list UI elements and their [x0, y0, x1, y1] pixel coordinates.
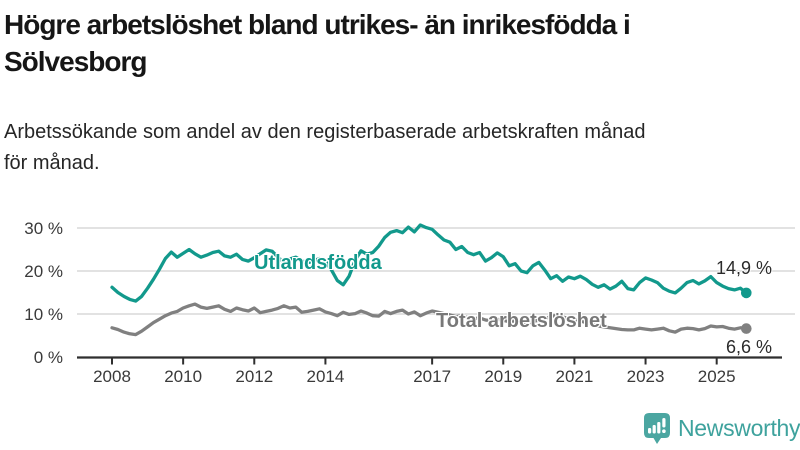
series-line-0: [110, 223, 748, 303]
logo-bar-tall: [657, 422, 661, 434]
newsworthy-logo: Newsworthy: [643, 412, 800, 445]
newsworthy-logo-text: Newsworthy: [678, 415, 800, 441]
logo-bar-small: [648, 428, 652, 434]
y-axis-tick-label: 20 %: [24, 262, 63, 281]
x-axis-tick-label: 2012: [235, 367, 273, 386]
page-title: Högre arbetslöshet bland utrikes- än inr…: [4, 6, 796, 80]
end-value-label-utlandsfodda: 14,9 %: [715, 258, 772, 278]
x-axis-tick-label: 2008: [93, 367, 131, 386]
x-axis-tick-label: 2023: [627, 367, 665, 386]
series-label-total-arbetsloshet: Total arbetslöshet: [436, 310, 607, 332]
page-subtitle-line1: Arbetssökande som andel av den registerb…: [4, 121, 646, 143]
y-axis-tick-label: 30 %: [24, 219, 63, 238]
series-label-utlandsfodda: Utlandsfödda: [254, 252, 382, 274]
x-axis-tick-label: 2017: [413, 367, 451, 386]
x-axis-tick-label: 2021: [555, 367, 593, 386]
page-subtitle-line2: för månad.: [4, 152, 100, 174]
x-axis-tick-label: 2010: [164, 367, 202, 386]
y-axis-tick-label: 10 %: [24, 305, 63, 324]
logo-exclamation-stem: [662, 418, 666, 428]
series-end-dot-0: [741, 287, 752, 299]
x-axis-tick-label: 2014: [307, 367, 345, 386]
y-axis-tick-label: 0 %: [34, 348, 63, 367]
series-line-1: [110, 302, 748, 337]
end-value-label-total: 6,6 %: [725, 337, 772, 357]
page-subtitle: Arbetssökande som andel av den registerb…: [4, 117, 796, 179]
series-end-dot-1: [741, 323, 752, 334]
x-axis-tick-label: 2019: [484, 367, 522, 386]
x-axis-tick-label: 2025: [698, 367, 736, 386]
newsworthy-logo-icon: [644, 413, 670, 444]
logo-bar-medium: [652, 425, 656, 434]
page-title-line2: Sölvesborg: [4, 46, 147, 77]
page-title-line1: Högre arbetslöshet bland utrikes- än inr…: [4, 9, 631, 40]
logo-exclamation-dot: [662, 429, 666, 433]
